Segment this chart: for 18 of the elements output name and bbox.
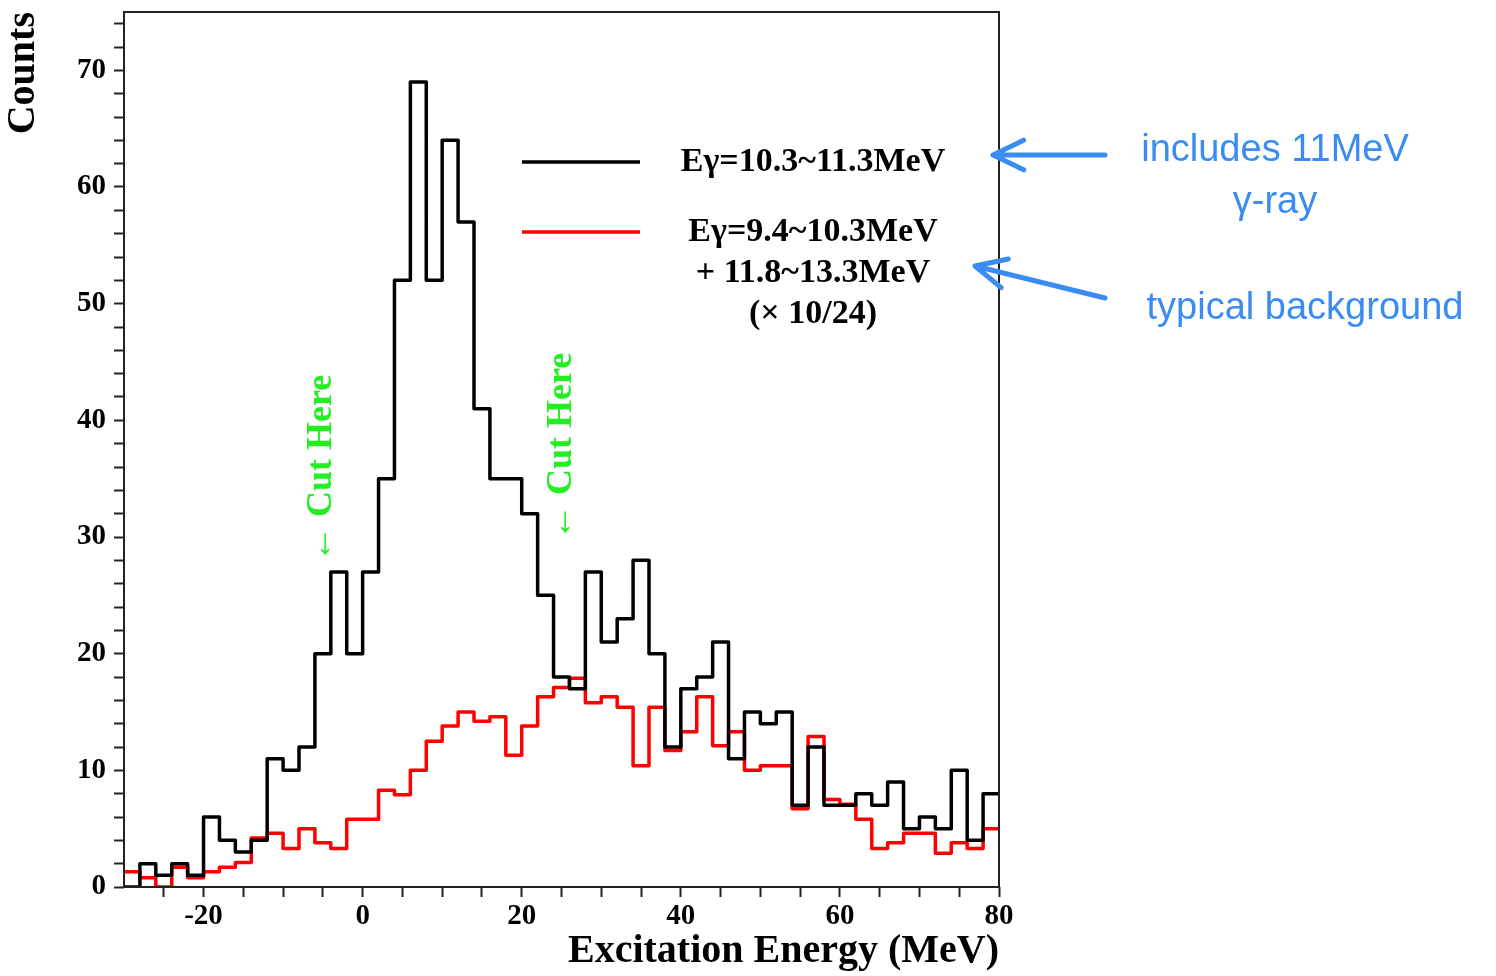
y-axis-title: Counts xyxy=(0,12,44,135)
legend-label: Eγ=10.3~11.3MeV xyxy=(680,140,946,178)
y-tick-label: 30 xyxy=(77,518,106,551)
x-tick-label: 20 xyxy=(507,897,537,930)
x-tick-label: 0 xyxy=(355,897,370,930)
text: includes 11MeV γ-ray xyxy=(1140,126,1410,223)
y-tick-label: 50 xyxy=(77,285,106,318)
x-tick-label: -20 xyxy=(184,897,223,930)
annotation: ← Cut Here xyxy=(539,352,580,540)
annotation: ← Cut Here xyxy=(299,374,340,562)
y-tick-label: 70 xyxy=(77,51,106,84)
y-tick-label: 10 xyxy=(77,751,106,784)
y-tick-label: 60 xyxy=(77,168,106,201)
text: typical background xyxy=(1145,284,1465,329)
y-tick-label: 0 xyxy=(91,868,106,901)
y-tick-label: 20 xyxy=(77,635,106,668)
legend-label: Eγ=9.4~10.3MeV + 11.8~13.3MeV (× 10/24) xyxy=(688,210,939,331)
y-tick-label: 40 xyxy=(77,401,106,434)
